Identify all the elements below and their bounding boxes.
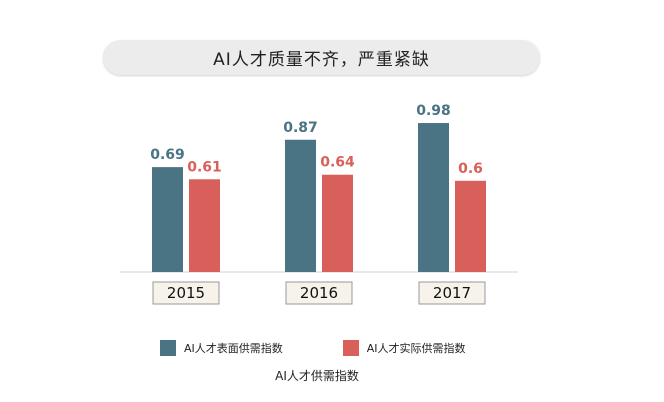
bar-actual-2015 bbox=[189, 179, 220, 272]
x-axis-title: AI人才供需指数 bbox=[275, 369, 359, 383]
value-label-actual-2017: 0.6 bbox=[458, 161, 483, 177]
tick-label-box-2017 bbox=[418, 281, 486, 305]
legend-item-actual: AI人才实际供需指数 bbox=[342, 340, 466, 356]
bar-surface-2016 bbox=[285, 139, 316, 272]
tick-label-box-2016 bbox=[285, 281, 353, 305]
bar-actual-2016 bbox=[322, 174, 353, 272]
legend-label-surface: AI人才表面供需指数 bbox=[184, 342, 283, 355]
value-label-actual-2015: 0.61 bbox=[187, 159, 222, 175]
x-tick-labels: 2015 2016 2017 bbox=[152, 281, 486, 305]
tick-label-2016: 2016 bbox=[300, 284, 338, 302]
tick-label-box-2015 bbox=[152, 281, 220, 305]
bar-surface-2017 bbox=[418, 123, 449, 272]
legend-swatch-surface bbox=[160, 340, 176, 356]
chart-title: AI人才质量不齐，严重紧缺 bbox=[213, 50, 430, 70]
legend-label-actual: AI人才实际供需指数 bbox=[366, 342, 466, 355]
chart-title-banner: AI人才质量不齐，严重紧缺 bbox=[103, 40, 540, 75]
value-label-surface-2015: 0.69 bbox=[150, 147, 185, 163]
legend-item-surface: AI人才表面供需指数 bbox=[160, 340, 283, 356]
legend-swatch-actual bbox=[342, 340, 359, 356]
value-label-surface-2016: 0.87 bbox=[283, 120, 318, 136]
bar-chart: 0.690.61 0.87 0.64 0.98 0.6 2015 2016 2017 bbox=[120, 103, 518, 305]
tick-label-2017: 2017 bbox=[433, 284, 471, 302]
legend: AI人才表面供需指数 AI人才实际供需指数 bbox=[160, 340, 466, 356]
tick-label-2015: 2015 bbox=[167, 284, 205, 302]
value-label-surface-2017: 0.98 bbox=[416, 103, 451, 119]
bar-surface-2015 bbox=[152, 167, 183, 272]
bars-layer: 0.690.61 0.87 0.64 0.98 0.6 bbox=[150, 103, 486, 272]
bar-actual-2017 bbox=[455, 180, 486, 272]
value-label-actual-2016: 0.64 bbox=[320, 155, 355, 171]
